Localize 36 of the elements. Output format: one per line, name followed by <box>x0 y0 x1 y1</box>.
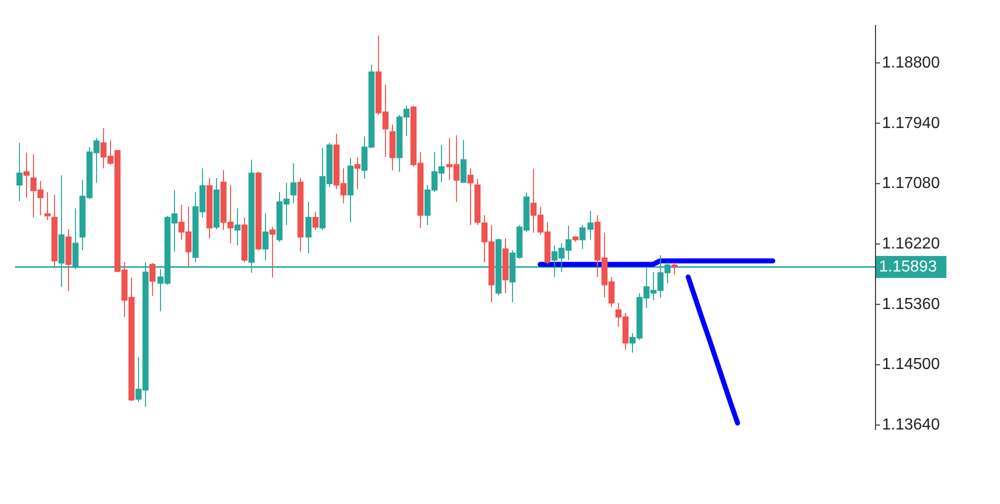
candlestick <box>467 168 474 226</box>
candlestick <box>290 162 297 204</box>
y-tick-label: 1.17080 <box>882 175 940 192</box>
candlestick <box>389 124 396 171</box>
y-tick-label: 1.17940 <box>882 114 940 132</box>
candlestick <box>65 228 72 292</box>
candlestick <box>23 152 30 198</box>
candlestick <box>671 262 678 276</box>
candlestick <box>213 178 220 230</box>
candlestick <box>269 226 276 278</box>
candlestick <box>502 238 509 294</box>
y-tick-label: 1.18800 <box>882 54 940 72</box>
y-tick-label: 1.13640 <box>882 416 940 434</box>
y-tick-label: 1.16220 <box>882 235 940 252</box>
candlestick <box>44 192 51 221</box>
candlestick <box>354 156 361 190</box>
candlestick <box>460 140 467 184</box>
ref-line-label: 1.15893 <box>879 258 937 276</box>
candlestick <box>206 178 213 239</box>
candlestick <box>579 224 586 250</box>
candlestick <box>305 201 312 254</box>
y-tick-label: 1.15360 <box>882 296 940 313</box>
candlestick <box>16 142 23 202</box>
y-tick-label: 1.14500 <box>882 356 940 374</box>
candlestick <box>51 194 58 268</box>
candlestick <box>255 171 262 251</box>
candlestick <box>587 210 594 240</box>
candlestick <box>234 208 241 246</box>
candlestick <box>149 262 156 296</box>
candlestick <box>572 236 579 242</box>
candlestick <box>241 216 248 263</box>
candlestick <box>297 178 304 252</box>
candlestick <box>312 211 319 230</box>
candlestick <box>262 212 269 261</box>
candlestick <box>347 157 354 223</box>
candlestick <box>474 178 481 226</box>
